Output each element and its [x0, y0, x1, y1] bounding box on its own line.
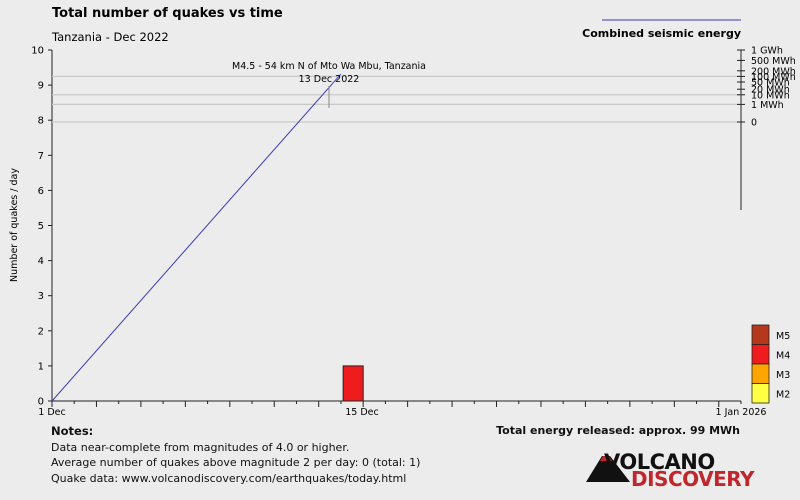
bar-group	[342, 365, 364, 402]
y-tick-label: 10	[31, 46, 44, 57]
legend-label-m4: M4	[776, 350, 790, 361]
energy-tick-label: 200 MWh	[751, 66, 796, 77]
energy-tick-label: 20 MWh	[751, 85, 790, 96]
legend-swatch-m3	[751, 363, 770, 384]
x-label-start: 1 Dec	[38, 407, 65, 418]
logo-word-discovery: DISCOVERY	[631, 467, 755, 491]
quake-bar	[342, 365, 364, 402]
y-tick-label: 1	[38, 361, 44, 372]
chart-subtitle: Tanzania - Dec 2022	[51, 30, 169, 44]
annotation-line2: 13 Dec 2022	[299, 74, 360, 85]
legend-swatch-m5	[751, 324, 770, 345]
y-axis-label: Number of quakes / day	[9, 168, 20, 282]
chart-title: Total number of quakes vs time	[52, 6, 283, 21]
legend-label-m2: M2	[776, 389, 790, 400]
y-tick-label: 9	[38, 81, 44, 92]
notes-line-3: Quake data: www.volcanodiscovery.com/ear…	[51, 471, 407, 485]
y-tick-group: 0 1 2 3 4 5 6 7 8 9 10	[31, 46, 52, 408]
legend-label-m5: M5	[776, 331, 790, 342]
y-tick-label: 6	[38, 186, 44, 197]
notes-block: Notes: Data near-complete from magnitude…	[51, 424, 420, 486]
energy-tick-label: 0	[751, 118, 757, 129]
y-tick-label: 3	[38, 291, 44, 302]
x-label-end: 1 Jan 2026	[716, 407, 767, 418]
y-tick-label: 2	[38, 326, 44, 337]
notes-heading: Notes:	[51, 424, 94, 438]
annotation-line1: M4.5 - 54 km N of Mto Wa Mbu, Tanzania	[232, 61, 426, 72]
y-tick-label: 0	[38, 397, 44, 408]
energy-tick-label: 1 MWh	[751, 100, 784, 111]
energy-total: Total energy released: approx. 99 MWh	[496, 424, 740, 437]
y-tick-label: 4	[38, 256, 44, 267]
y-tick-label: 5	[38, 221, 44, 232]
energy-line-group	[51, 73, 342, 402]
energy-tick-label: 100 MWh	[751, 72, 796, 83]
y-tick-label: 8	[38, 116, 44, 127]
volcano-icon	[586, 456, 630, 482]
magnitude-legend: M5 M4 M3 M2	[751, 324, 790, 404]
x-label-mid: 15 Dec	[345, 407, 379, 418]
energy-tick-label: 500 MWh	[751, 56, 796, 67]
notes-line-2: Average number of quakes above magnitude…	[51, 456, 421, 469]
volcanodiscovery-logo: VOLCANO DISCOVERY	[586, 450, 755, 491]
grid-lines	[52, 75, 741, 123]
energy-legend-label: Combined seismic energy	[582, 27, 741, 40]
legend-label-m3: M3	[776, 370, 790, 381]
notes-line-1: Data near-complete from magnitudes of 4.…	[51, 440, 350, 454]
logo-word-volcano: VOLCANO	[604, 450, 715, 474]
legend-swatch-m2	[751, 383, 770, 404]
energy-tick-label: 1 GWh	[751, 46, 783, 57]
energy-series-line	[51, 73, 342, 402]
energy-tick-label: 50 MWh	[751, 78, 790, 89]
x-tick-group	[51, 401, 742, 407]
y-tick-label: 7	[38, 151, 44, 162]
legend-swatch-m4	[751, 344, 770, 365]
energy-tick-label: 10 MWh	[751, 90, 790, 101]
